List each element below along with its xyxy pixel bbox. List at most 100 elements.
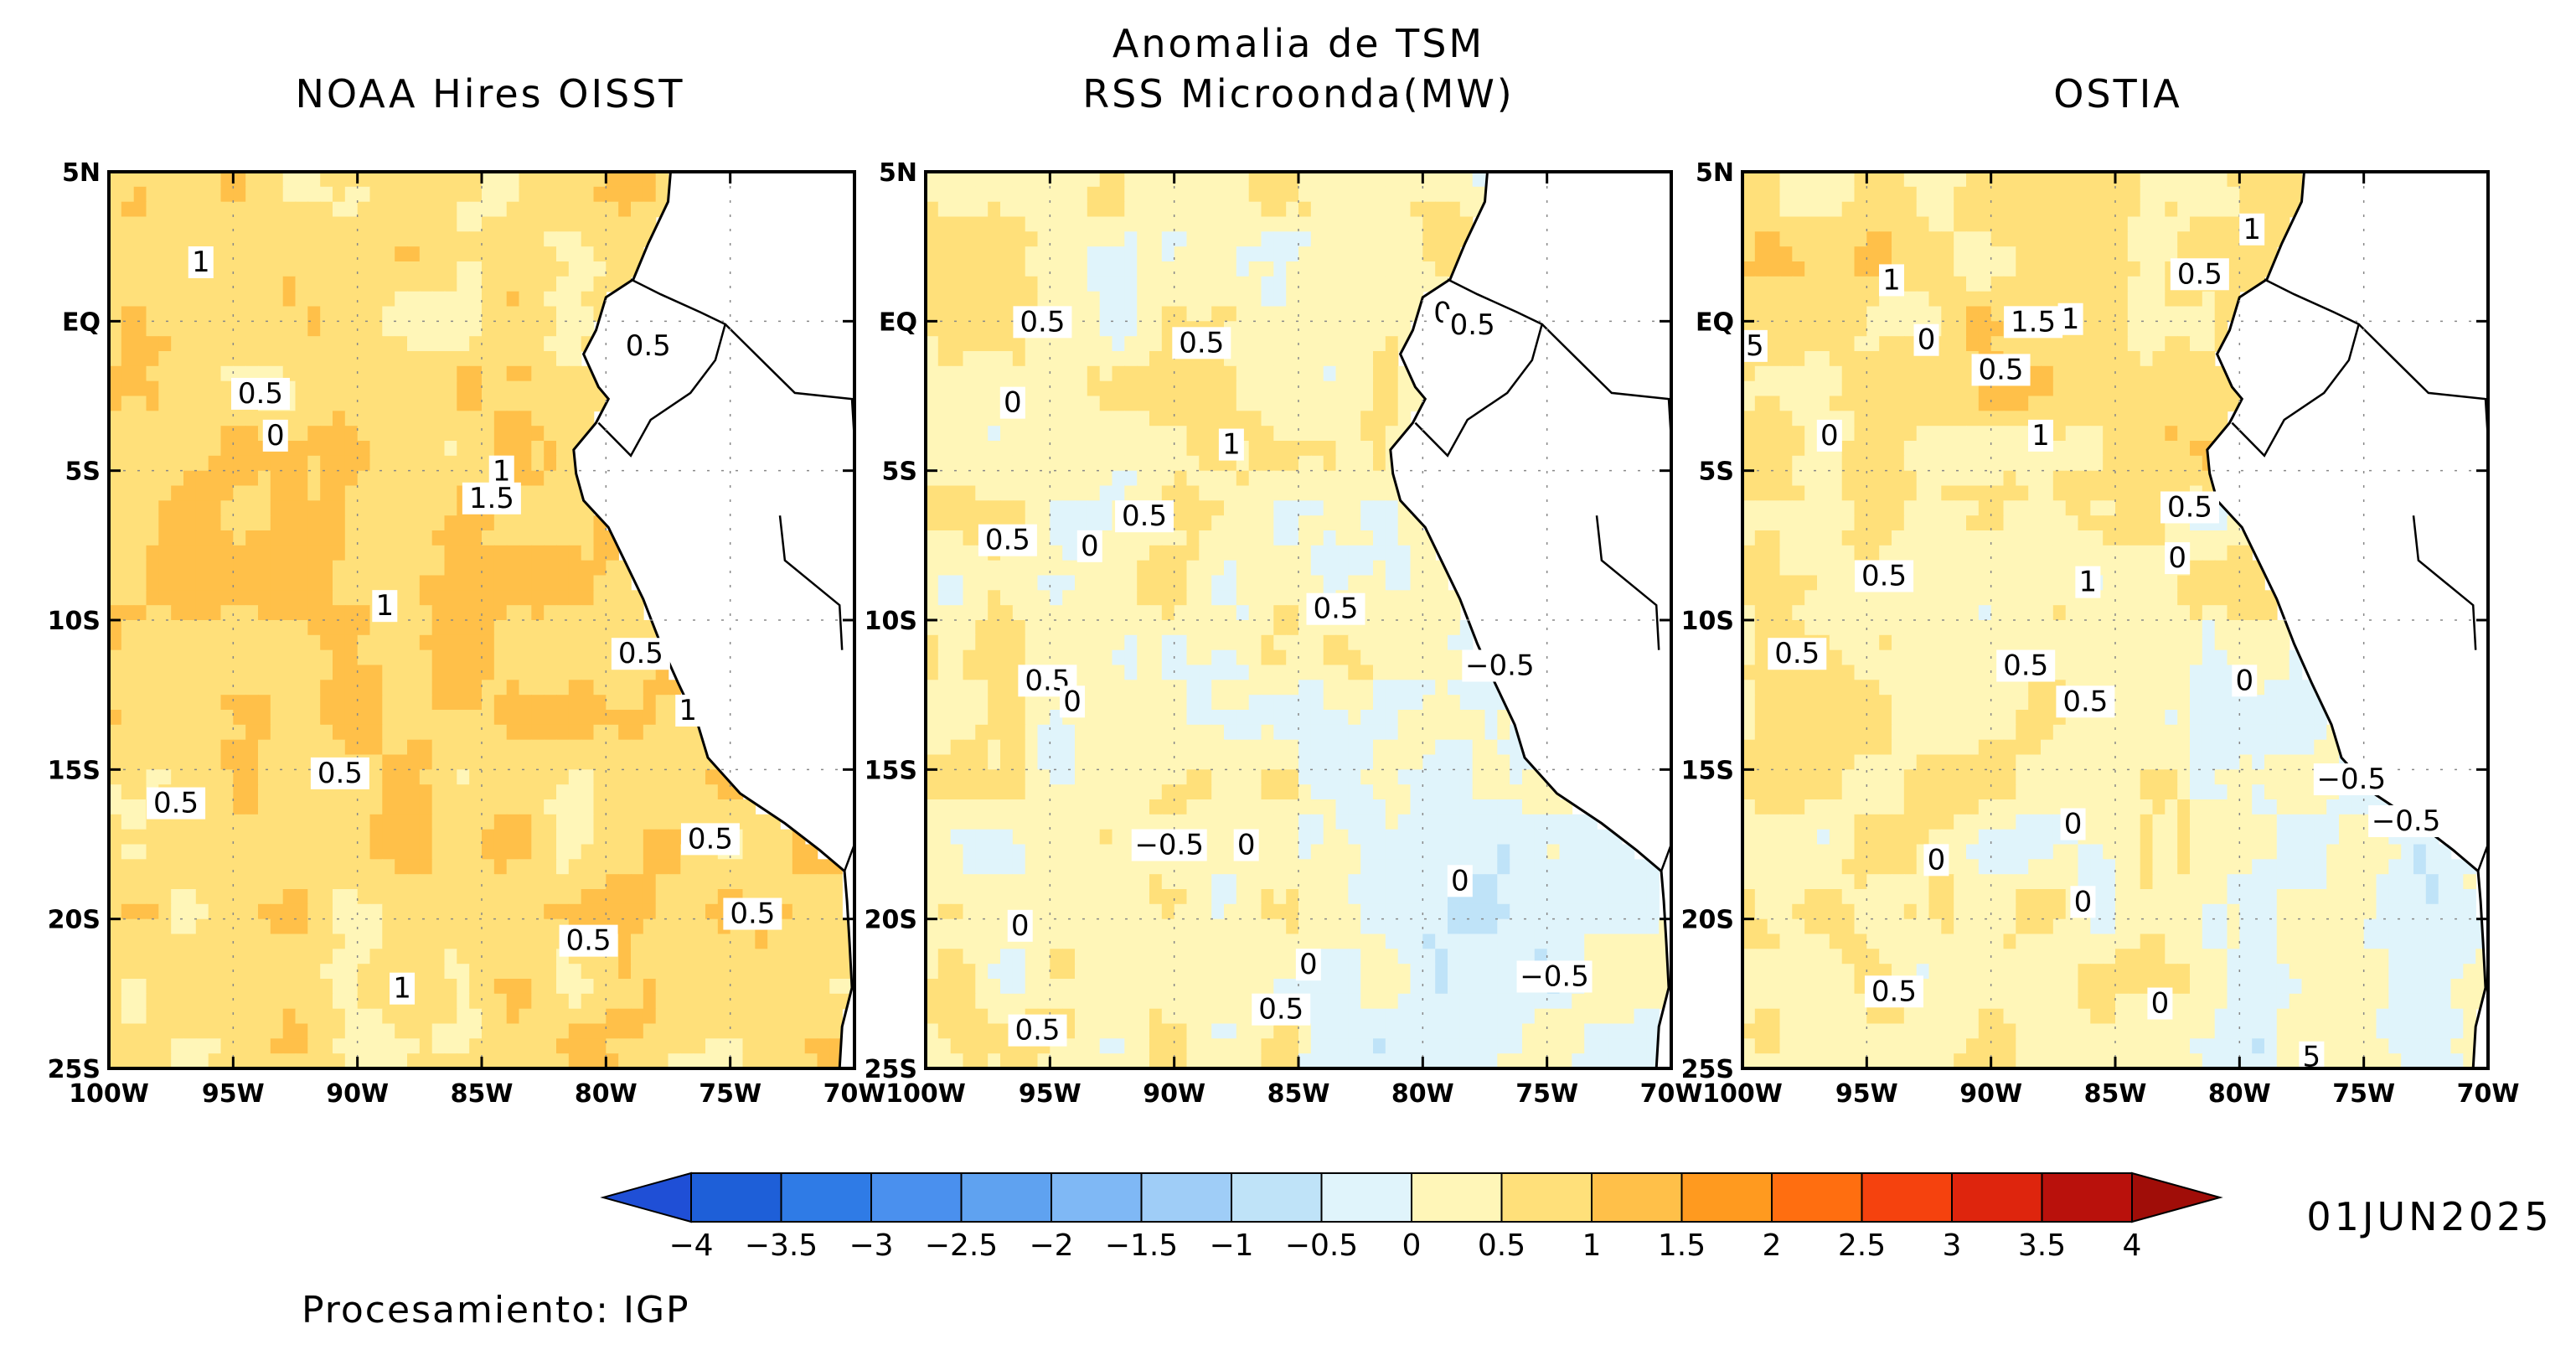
field-cell <box>270 649 284 666</box>
field-cell <box>493 276 508 292</box>
field-cell <box>109 336 122 352</box>
field-cell <box>767 934 781 950</box>
field-cell <box>419 291 433 308</box>
field-cell <box>767 1038 781 1054</box>
field-cell <box>282 918 297 935</box>
field-cell <box>1310 859 1324 875</box>
field-cell <box>1310 172 1324 188</box>
field-cell <box>407 186 421 203</box>
field-cell <box>1087 321 1101 337</box>
field-cell <box>742 979 756 995</box>
field-cell <box>988 590 1001 606</box>
field-cell <box>195 336 209 352</box>
field-cell <box>183 291 197 308</box>
field-cell <box>158 769 172 785</box>
field-cell <box>926 784 939 800</box>
field-cell <box>1385 500 1399 516</box>
field-cell <box>1037 201 1051 218</box>
field-cell <box>407 799 421 815</box>
field-cell <box>407 605 421 621</box>
field-cell <box>581 889 595 905</box>
field-cell <box>544 306 557 323</box>
field-cell <box>1000 814 1014 830</box>
field-cell <box>1323 186 1337 203</box>
field-cell <box>395 903 408 920</box>
field-cell <box>357 515 371 531</box>
field-cell <box>1099 441 1113 457</box>
field-cell <box>369 934 384 950</box>
field-cell <box>631 724 644 741</box>
field-cell <box>568 829 582 846</box>
field-cell <box>1310 186 1324 203</box>
field-cell <box>233 560 246 577</box>
field-cell <box>270 455 284 472</box>
field-cell <box>245 710 259 726</box>
field-cell <box>407 949 421 965</box>
field-cell <box>1236 411 1250 427</box>
field-cell <box>1410 231 1424 247</box>
field-cell <box>1099 695 1113 711</box>
field-cell <box>295 605 309 621</box>
field-cell <box>606 874 619 890</box>
field-cell <box>1335 246 1350 262</box>
field-cell <box>1186 530 1200 546</box>
field-cell <box>233 964 246 980</box>
field-cell <box>1161 754 1175 771</box>
field-cell <box>1149 739 1163 756</box>
field-cell <box>121 634 135 651</box>
field-cell <box>631 859 644 875</box>
field-cell <box>1397 321 1412 337</box>
field-cell <box>1323 649 1337 666</box>
field-cell <box>1286 485 1299 502</box>
field-cell <box>171 201 184 218</box>
field-cell <box>344 470 359 487</box>
field-cell <box>1137 695 1150 711</box>
field-cell <box>295 889 309 905</box>
field-cell <box>556 470 570 487</box>
field-cell <box>444 365 458 382</box>
field-cell <box>121 291 135 308</box>
field-cell <box>357 396 371 412</box>
field-cell <box>618 859 632 875</box>
field-cell <box>937 530 952 546</box>
field-cell <box>950 231 964 247</box>
field-cell <box>183 186 197 203</box>
field-cell <box>1124 859 1138 875</box>
field-cell <box>1137 575 1150 592</box>
field-cell <box>146 216 160 233</box>
field-cell <box>606 993 619 1010</box>
field-cell <box>245 336 259 352</box>
field-cell <box>1137 291 1150 308</box>
field-cell <box>245 605 259 621</box>
field-cell <box>1112 530 1126 546</box>
field-cell <box>158 964 172 980</box>
field-cell <box>1137 365 1150 382</box>
field-cell <box>245 411 259 427</box>
field-cell <box>519 246 533 262</box>
field-cell <box>1050 634 1063 651</box>
field-cell <box>270 1053 284 1068</box>
field-cell <box>655 1038 669 1054</box>
field-cell <box>1310 545 1324 561</box>
field-cell <box>568 321 582 337</box>
field-cell <box>133 784 147 800</box>
field-cell <box>469 634 483 651</box>
field-cell <box>950 186 964 203</box>
field-cell <box>357 336 371 352</box>
field-cell <box>1348 216 1361 233</box>
field-cell <box>1062 455 1076 472</box>
field-cell <box>357 590 371 606</box>
field-cell <box>780 949 793 965</box>
field-cell <box>457 979 470 995</box>
field-cell <box>1248 649 1262 666</box>
field-cell <box>493 1038 508 1054</box>
field-cell <box>183 365 197 382</box>
field-cell <box>109 396 122 412</box>
field-cell <box>1310 216 1324 233</box>
field-cell <box>369 441 384 457</box>
field-cell <box>519 590 533 606</box>
field-cell <box>1385 216 1399 233</box>
field-cell <box>457 590 470 606</box>
field-cell <box>220 769 235 785</box>
field-cell <box>444 246 458 262</box>
